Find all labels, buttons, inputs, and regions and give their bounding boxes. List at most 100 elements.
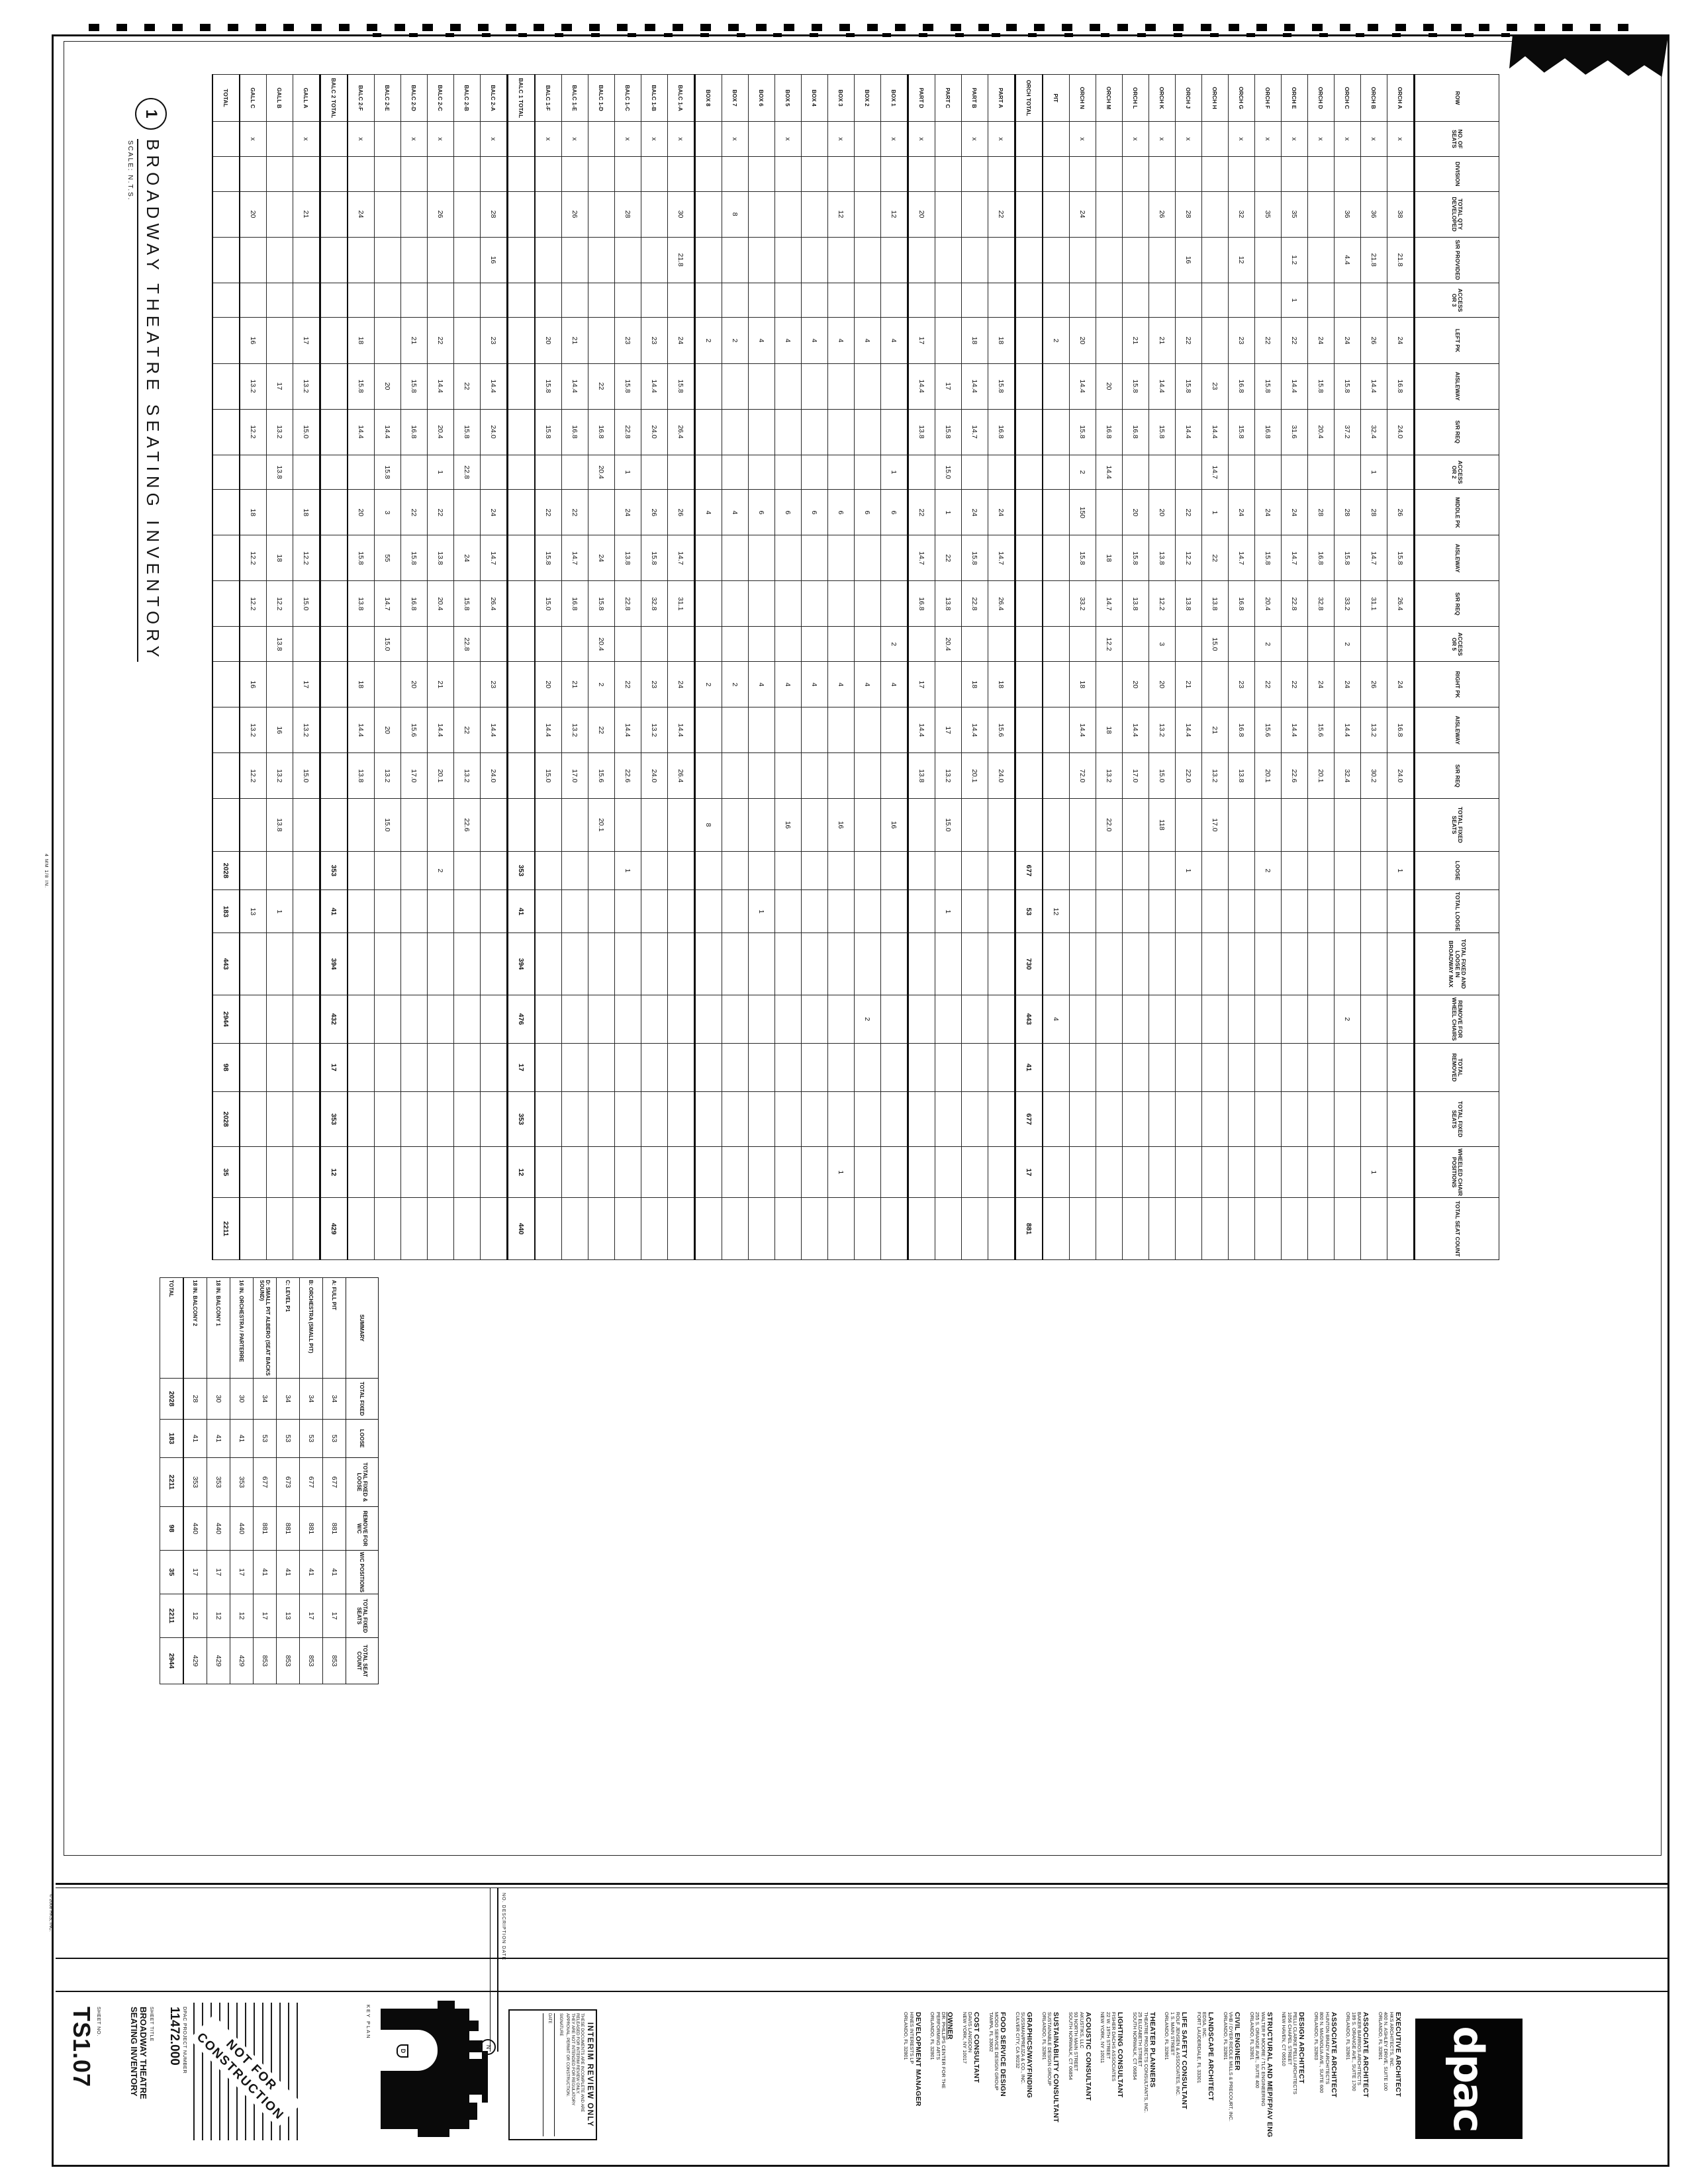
table-cell (854, 1043, 881, 1092)
table-cell: 22 (427, 317, 454, 363)
table-cell (1201, 317, 1229, 363)
table-cell: 26 (1360, 661, 1387, 707)
table-cell: 20 (1149, 489, 1176, 535)
table-cell: 183 (212, 889, 240, 933)
table-cell (1228, 156, 1255, 192)
table-cell: 12 (207, 1594, 230, 1638)
table-cell (348, 889, 375, 933)
table-cell (1175, 1091, 1202, 1147)
table-cell (801, 1043, 828, 1092)
consultant-title: DESIGN ARCHITECT (1297, 2012, 1306, 2084)
table-cell: x (535, 121, 562, 157)
table-cell (748, 580, 775, 627)
consultant-address-line: DAVIS LANGDON (967, 2012, 974, 2053)
consultant-title: GRAPHICS/WAYFINDING (1025, 2012, 1034, 2099)
table-cell: 28 (614, 191, 641, 238)
table-cell: 15.6 (400, 707, 428, 753)
consultant-address-line: 189 S. ORANGE AVE., SUITE 1700 (1351, 2012, 1357, 2091)
table-cell (961, 933, 988, 995)
table-cell (935, 933, 962, 995)
table-cell (694, 535, 722, 581)
key-plan-marker: D (397, 2044, 408, 2058)
consultant-address-line: NEW HAVEN, CT 06510 (1281, 2012, 1288, 2066)
consultant-address-line: THEATRE PROJECTS CONSULTANTS, INC. (1143, 2012, 1149, 2113)
table-cell: 14.4 (961, 363, 988, 410)
row-label: ORCH F (1254, 74, 1282, 122)
table-cell: x (427, 121, 454, 157)
table-cell: x (1281, 121, 1308, 157)
table-cell: 15.0 (1201, 626, 1229, 662)
table-cell (667, 995, 695, 1044)
project-number-label: DPAC PROJECT NUMBER (182, 2007, 188, 2074)
key-plan-tab (469, 2021, 479, 2031)
table-cell (748, 1091, 775, 1147)
table-cell (266, 1043, 293, 1092)
table-cell: 15.8 (1149, 409, 1176, 455)
table-cell (588, 317, 615, 363)
table-cell (1149, 455, 1176, 490)
table-cell (1096, 661, 1123, 707)
table-cell: 17 (183, 1550, 207, 1594)
table-cell: 677 (322, 1457, 346, 1507)
consultant-title: STRUCTURAL AND MEP/FP/AV ENG (1266, 2012, 1274, 2138)
table-cell: 15.8 (988, 363, 1015, 410)
table-row: A: FULL PIT 34 53 677 881 41 17 853 (322, 1277, 346, 1684)
table-cell (480, 889, 508, 933)
table-cell (293, 995, 320, 1044)
table-cell: 14.4 (1360, 363, 1387, 410)
table-cell (1043, 489, 1070, 535)
table-cell (453, 889, 481, 933)
table-cell: 28 (480, 191, 508, 238)
consultant-title: SUSTAINABILITY CONSULTANT (1052, 2012, 1060, 2123)
table-cell (561, 455, 588, 490)
table-cell: 12.2 (1096, 626, 1123, 662)
table-cell (320, 317, 348, 363)
row-label: PART A (988, 74, 1015, 122)
table-cell (694, 626, 722, 662)
table-cell: 31.1 (1360, 580, 1387, 627)
table-cell: 394 (320, 933, 348, 995)
table-cell (240, 1043, 267, 1092)
table-cell: 15.8 (374, 455, 401, 490)
table-cell: 18 (1096, 535, 1123, 581)
table-cell (722, 580, 749, 627)
table-cell (961, 889, 988, 933)
consultant-address-line: DR. PHILLIPS CENTER FOR THE (941, 2012, 947, 2089)
table-cell (1281, 1197, 1308, 1260)
table-cell (988, 851, 1015, 890)
table-cell (1043, 409, 1070, 455)
table-cell (908, 626, 935, 662)
table-cell: 23 (1201, 363, 1229, 410)
table-cell (212, 707, 240, 753)
table-cell: x (614, 121, 641, 157)
table-cell (854, 933, 881, 995)
table-cell: 15.8 (348, 363, 375, 410)
table-cell (1360, 1197, 1387, 1260)
table-cell: 12.2 (1175, 535, 1202, 581)
row-label: BALC 2-C (427, 74, 454, 122)
table-cell (641, 889, 668, 933)
table-cell: 26.4 (667, 752, 695, 799)
table-cell: 12.2 (240, 580, 267, 627)
table-cell (801, 1091, 828, 1147)
table-cell: 18 (266, 535, 293, 581)
table-cell: 16.8 (588, 409, 615, 455)
table-cell: 14.7 (988, 535, 1015, 581)
table-cell (1122, 156, 1149, 192)
table-cell: 1 (748, 889, 775, 933)
table-cell (641, 1043, 668, 1092)
table-cell (535, 455, 562, 490)
table-cell: 13.2 (293, 707, 320, 753)
row-label: GALL C (240, 74, 267, 122)
table-cell (614, 1197, 641, 1260)
table-cell (827, 580, 855, 627)
table-cell (1149, 995, 1176, 1044)
not-for-construction-text: NOT FOR CONSTRUCTION (193, 2015, 298, 2128)
consultant-title: LANDSCAPE ARCHITECT (1207, 2012, 1215, 2101)
interim-review-text: THESE DOCUMENTS ARE INCOMPLETE AND ARE RE… (565, 2013, 585, 2136)
table-cell (801, 626, 828, 662)
consultant-address-line: ORLANDO, FL 32801 (1378, 2012, 1383, 2060)
table-cell: 15.8 (1228, 409, 1255, 455)
table-cell: 36 (1334, 191, 1361, 238)
table-cell: 22 (1254, 317, 1282, 363)
